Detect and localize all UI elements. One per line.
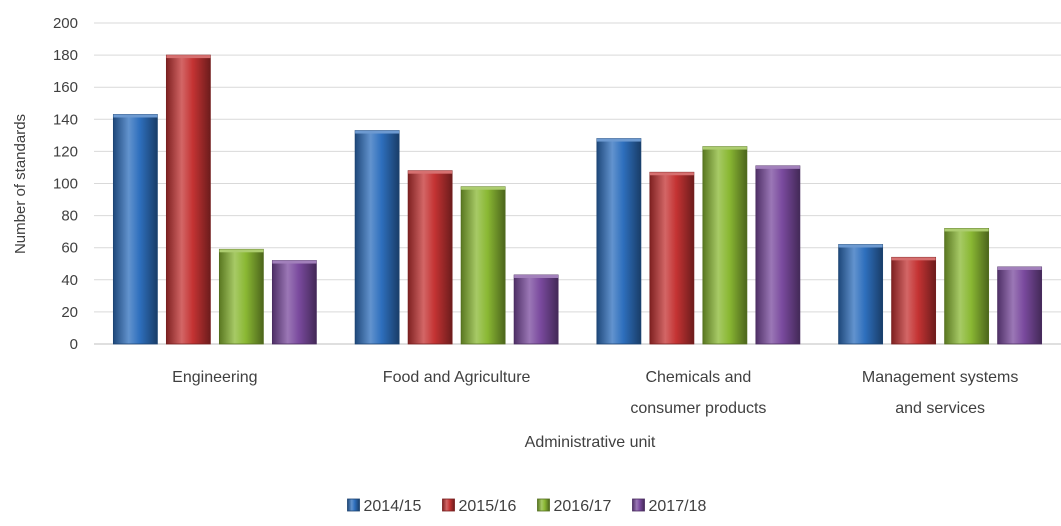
bar-2014-15-2	[596, 138, 642, 345]
bar-2016-17-1	[460, 186, 506, 345]
y-tick-label: 100	[53, 176, 78, 193]
bar-cap	[755, 165, 800, 169]
bar-2014-15-0	[112, 114, 158, 345]
bar-cap	[944, 228, 989, 232]
y-tick-label: 0	[70, 336, 78, 353]
legend-swatch	[632, 498, 645, 512]
legend-swatch	[347, 498, 360, 512]
y-tick-label: 120	[53, 143, 78, 160]
bar-cap	[272, 260, 317, 264]
y-tick-label: 60	[61, 240, 78, 257]
bar-cap	[461, 186, 506, 190]
bar-2017-18-2	[755, 165, 801, 345]
y-tick-label: 140	[53, 111, 78, 128]
bar-cap	[997, 266, 1042, 270]
x-category-label: Management systems	[862, 369, 1019, 386]
legend-label: 2016/17	[554, 498, 612, 515]
bar-2015-16-3	[891, 256, 937, 345]
x-category-label: Chemicals and	[645, 369, 751, 386]
bars	[112, 54, 1043, 345]
bar-2015-16-2	[649, 171, 695, 345]
y-tick-label: 40	[61, 272, 78, 289]
legend-swatch	[537, 498, 550, 512]
bar-cap	[838, 244, 883, 248]
bar-2017-18-3	[997, 266, 1043, 345]
bar-2014-15-3	[838, 244, 884, 345]
bar-cap	[408, 170, 453, 174]
x-category-label: Food and Agriculture	[383, 369, 531, 386]
y-axis-label: Number of standards	[12, 114, 29, 254]
bar-2017-18-0	[271, 260, 317, 345]
bar-cap	[891, 257, 936, 261]
y-tick-label: 80	[61, 208, 78, 225]
x-category-label: and services	[895, 400, 985, 417]
bar-2016-17-3	[944, 228, 990, 345]
y-tick-label: 160	[53, 79, 78, 96]
bar-cap	[355, 130, 400, 134]
legend: 2014/15 2015/16 2016/17 2017/18	[347, 498, 707, 515]
legend-label: 2014/15	[364, 498, 422, 515]
x-category-label: consumer products	[630, 400, 766, 417]
bar-2014-15-1	[354, 130, 400, 345]
axes: 0 20 40 60 80 100 120 140 160 180 200 Engineering Fo…	[53, 15, 1018, 417]
bar-cap	[113, 114, 158, 118]
x-axis-label: Administrative unit	[525, 434, 656, 451]
x-category-label: Engineering	[172, 369, 257, 386]
y-tick-label: 200	[53, 15, 78, 32]
bar-2016-17-0	[218, 248, 264, 345]
bar-2016-17-2	[702, 146, 748, 345]
bar-cap	[166, 55, 211, 59]
y-tick-label: 20	[61, 304, 78, 321]
y-tick-label: 180	[53, 47, 78, 64]
bar-2015-16-1	[407, 170, 453, 345]
bar-cap	[514, 274, 559, 278]
bar-cap	[649, 172, 694, 176]
bar-cap	[596, 138, 641, 142]
bar-2017-18-1	[513, 274, 559, 345]
bar-cap	[702, 146, 747, 150]
bar-cap	[219, 249, 264, 253]
legend-label: 2015/16	[459, 498, 517, 515]
legend-label: 2017/18	[649, 498, 707, 515]
legend-swatch	[442, 498, 455, 512]
bar-2015-16-0	[165, 54, 211, 345]
